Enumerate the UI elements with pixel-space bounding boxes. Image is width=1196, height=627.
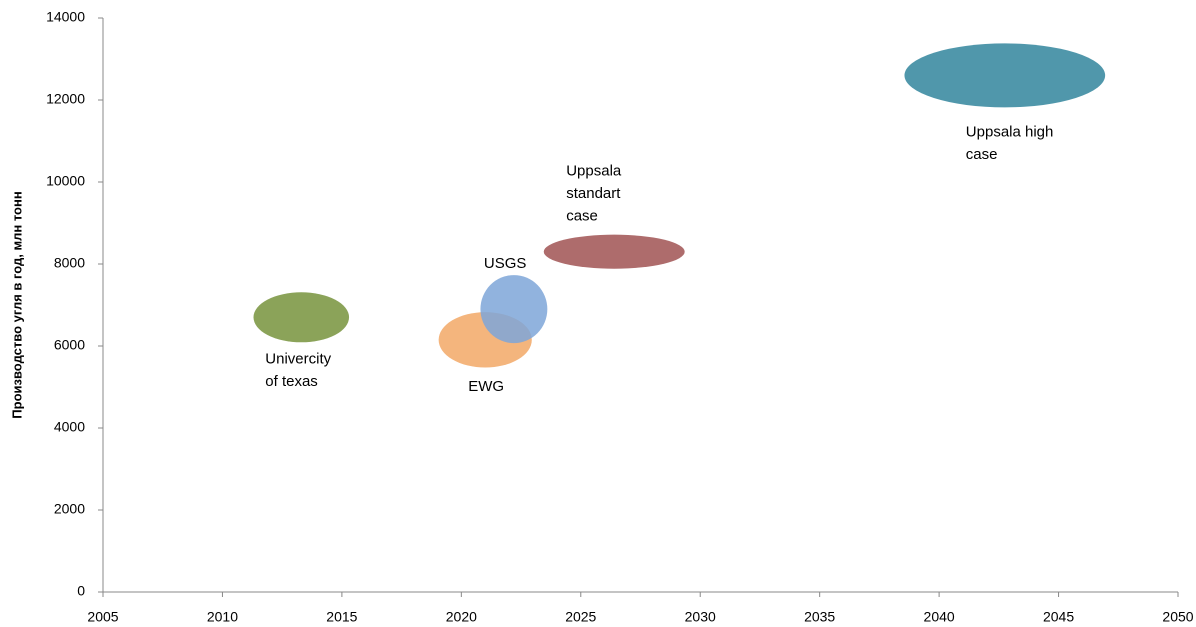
bubble-label: standart xyxy=(566,185,621,202)
bubble-label: USGS xyxy=(484,255,527,272)
y-tick-label: 4000 xyxy=(54,419,85,435)
x-tick-label: 2040 xyxy=(924,609,955,625)
y-axis-title: Производство угля в год, млн тонн xyxy=(9,191,24,418)
x-tick-label: 2035 xyxy=(804,609,835,625)
bubble-label: case xyxy=(566,208,598,225)
y-tick-label: 2000 xyxy=(54,501,85,517)
bubble-label: EWG xyxy=(468,378,504,395)
x-tick-label: 2050 xyxy=(1162,609,1193,625)
bubble-label: case xyxy=(966,146,998,163)
x-tick-label: 2025 xyxy=(565,609,596,625)
bubble-label: Uppsala xyxy=(566,163,622,180)
bubble-label: Uppsala high xyxy=(966,123,1054,140)
bubble-label: of texas xyxy=(265,373,318,390)
bubble xyxy=(253,292,350,343)
y-tick-label: 0 xyxy=(77,583,85,599)
x-tick-label: 2030 xyxy=(685,609,716,625)
y-tick-label: 14000 xyxy=(46,9,85,25)
bubble xyxy=(480,275,548,344)
x-tick-label: 2045 xyxy=(1043,609,1074,625)
y-tick-label: 8000 xyxy=(54,255,85,271)
bubble-label: Univercity xyxy=(265,350,331,367)
y-tick-label: 12000 xyxy=(46,91,85,107)
x-tick-label: 2005 xyxy=(87,609,118,625)
x-tick-label: 2020 xyxy=(446,609,477,625)
x-tick-label: 2015 xyxy=(326,609,357,625)
y-tick-label: 10000 xyxy=(46,173,85,189)
bubble xyxy=(904,43,1106,108)
y-tick-label: 6000 xyxy=(54,337,85,353)
x-tick-label: 2010 xyxy=(207,609,238,625)
bubble xyxy=(543,234,685,269)
